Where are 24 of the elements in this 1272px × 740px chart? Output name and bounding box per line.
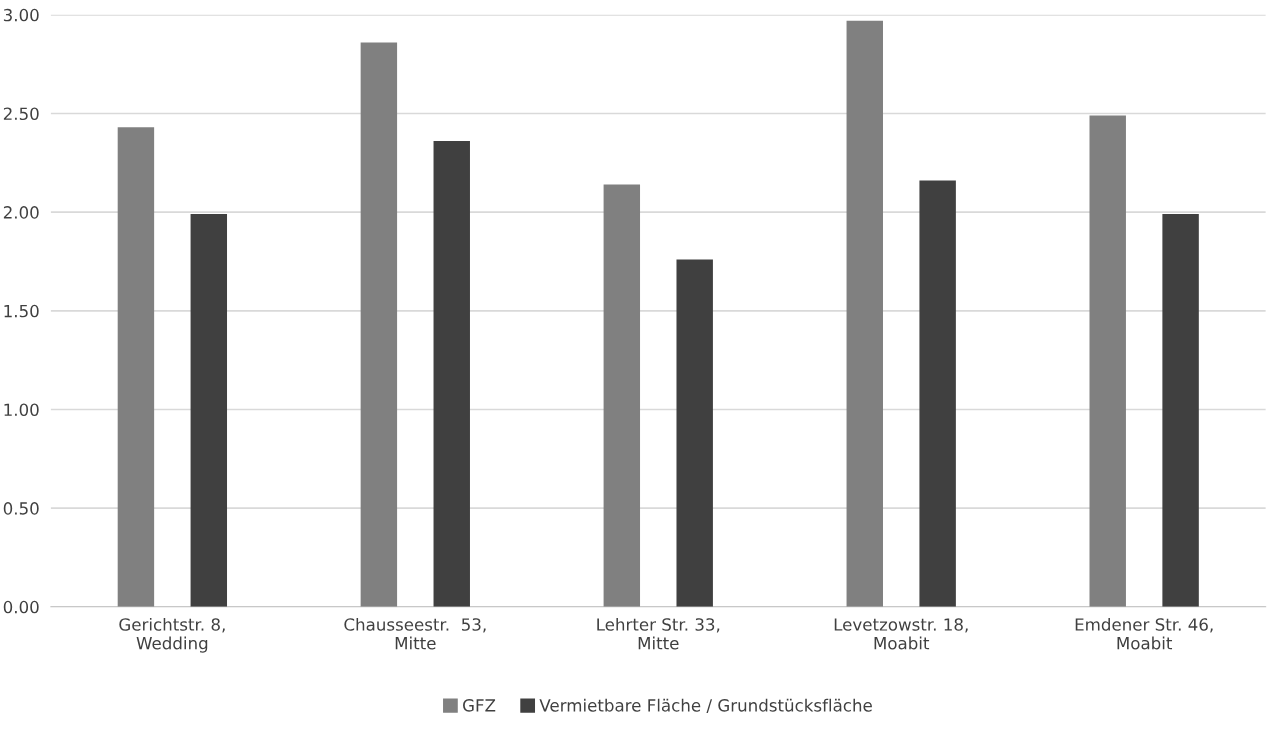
x-tick-label: Emdener Str. 46, Moabit <box>1075 617 1213 650</box>
y-tick-label: 1.50 <box>4 304 39 318</box>
y-tick-label: 2.00 <box>3 206 39 219</box>
y-tick-label: 2.50 <box>3 107 39 121</box>
x-tick-label: Lehrter Str. 33, Mitte <box>597 617 720 650</box>
y-tick-label: 0.50 <box>3 502 39 515</box>
x-tick-label: Levetzowstr. 18, Moabit <box>834 618 968 650</box>
legend-label: GFZ <box>463 699 496 712</box>
bar <box>433 141 470 607</box>
y-tick-label: 3.00 <box>3 8 39 22</box>
y-tick-label: 1.00 <box>4 403 39 417</box>
bar <box>603 184 641 607</box>
x-tick-label: Chausseestr. 53, Mitte <box>344 617 486 650</box>
bar <box>676 259 713 607</box>
bar <box>846 20 883 607</box>
bar <box>1089 115 1126 607</box>
legend-label: Vermietbare Fläche / Grundstücksfläche <box>539 698 872 713</box>
y-tick-label: 0.00 <box>3 600 39 614</box>
bar <box>919 180 956 607</box>
bar <box>360 42 398 607</box>
bar <box>117 127 155 607</box>
bar <box>1162 214 1199 607</box>
x-tick-label: Gerichtstr. 8, Wedding <box>119 617 225 653</box>
bar <box>190 214 228 607</box>
